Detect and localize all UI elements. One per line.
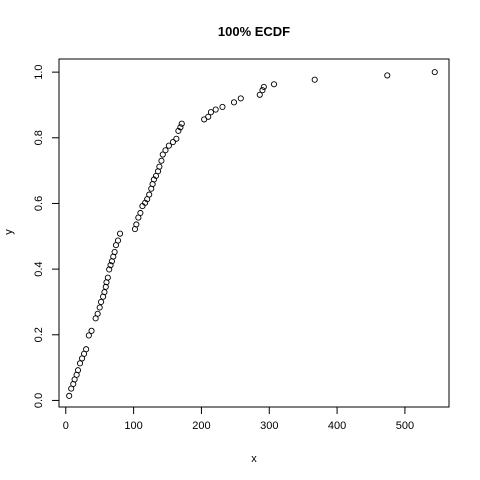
data-point [114,237,122,244]
y-axis-label: y [3,229,15,235]
x-tick-label: 500 [396,420,414,432]
data-point [83,346,90,353]
data-point [137,209,144,217]
y-tick-label: 1.0 [33,64,45,79]
data-point [107,262,114,269]
data-point [74,367,82,374]
data-point [158,157,165,164]
data-point [384,72,391,79]
data-point [173,135,180,142]
data-point [76,360,84,367]
y-tick-label: 0.2 [33,327,45,342]
data-points [66,69,438,399]
data-point [88,327,95,334]
data-point [133,221,140,228]
data-point [106,266,113,273]
y-tick-label: 0.0 [33,393,45,408]
data-point [85,332,92,339]
data-point [96,304,103,311]
x-tick-label: 0 [63,420,69,432]
y-tick-label: 0.4 [33,261,45,276]
data-point [104,274,111,281]
data-point [66,392,73,399]
data-point [270,81,278,88]
data-point [256,91,263,98]
data-point [101,289,108,296]
data-point [94,310,101,317]
x-tick-label: 100 [124,420,142,432]
data-point [237,95,244,102]
data-point [146,191,153,198]
y-tick-label: 0.8 [33,130,45,145]
data-point [260,83,267,90]
data-point [165,142,172,149]
y-axis: 0.0 0.2 0.4 0.6 0.8 1.0 [33,64,60,408]
data-point [116,230,124,237]
x-tick-label: 400 [328,420,346,432]
data-point [259,87,266,94]
data-point [212,106,219,113]
x-axis-label: x [251,453,257,465]
data-point [111,248,118,256]
data-point [162,147,169,154]
x-axis: 0 100 200 300 400 500 [63,406,414,432]
data-point [139,203,146,210]
data-point [169,139,176,146]
data-point [156,163,163,170]
chart-title: 100% ECDF [218,24,290,39]
data-point [102,283,109,290]
data-point [311,76,318,83]
data-point [177,124,184,131]
data-point [431,69,438,76]
data-point [205,113,212,120]
data-point [207,109,214,116]
data-point [98,298,105,305]
y-tick-label: 0.6 [33,196,45,211]
data-point [230,99,238,106]
x-tick-label: 300 [260,420,278,432]
data-point [219,103,226,110]
x-tick-label: 200 [192,420,210,432]
data-point [178,120,185,127]
data-point [159,151,166,158]
